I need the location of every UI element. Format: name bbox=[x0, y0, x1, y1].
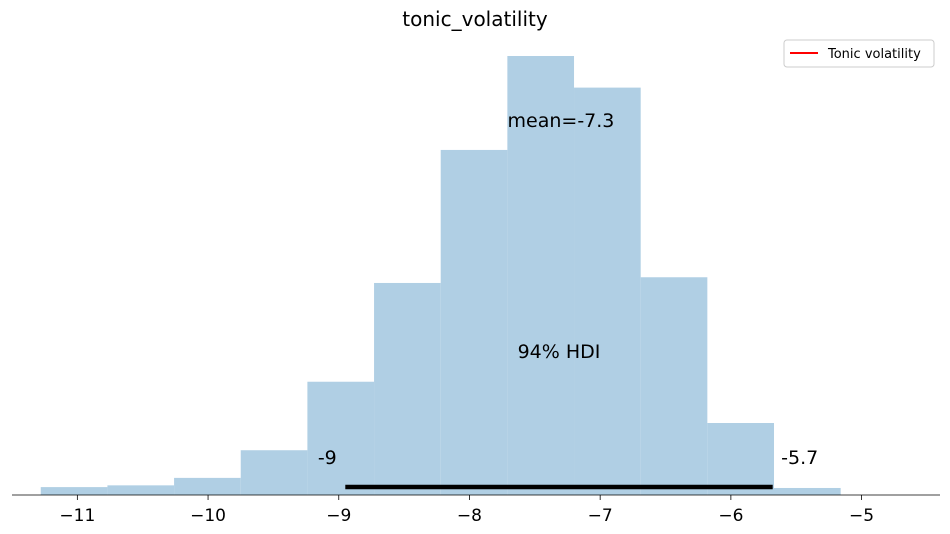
x-tick-label: −10 bbox=[190, 506, 226, 526]
histogram-bar bbox=[774, 487, 841, 495]
hdi-lower-label: -9 bbox=[318, 447, 337, 469]
hdi-upper-label: -5.7 bbox=[781, 447, 818, 469]
x-tick-label: −5 bbox=[849, 506, 874, 526]
legend: Tonic volatility bbox=[783, 39, 935, 68]
chart-title: tonic_volatility bbox=[402, 7, 548, 31]
histogram-bar bbox=[640, 277, 708, 495]
legend-box bbox=[783, 39, 935, 68]
x-tick-label: −9 bbox=[326, 506, 351, 526]
histogram-bar bbox=[107, 485, 175, 495]
histogram-bar bbox=[307, 381, 375, 495]
histogram-bar bbox=[40, 487, 108, 495]
histogram-bar bbox=[374, 282, 441, 495]
x-tick-label: −11 bbox=[59, 506, 95, 526]
legend-label: Tonic volatility bbox=[827, 47, 921, 62]
x-tick-label: −8 bbox=[457, 506, 482, 526]
hdi-label: 94% HDI bbox=[518, 341, 601, 363]
x-tick-label: −6 bbox=[718, 506, 743, 526]
histogram-bar bbox=[174, 477, 241, 495]
mean-label: mean=-7.3 bbox=[508, 110, 615, 132]
x-tick-label: −7 bbox=[588, 506, 613, 526]
histogram-bars bbox=[40, 56, 841, 496]
histogram-bar bbox=[440, 149, 508, 496]
histogram-bar bbox=[507, 56, 575, 495]
histogram-bar bbox=[240, 450, 308, 495]
histogram-bar bbox=[574, 87, 641, 495]
histogram-bar bbox=[707, 423, 775, 495]
x-axis-ticks: −11 −10 −9 −8 −7 −6 −5 bbox=[59, 495, 874, 526]
